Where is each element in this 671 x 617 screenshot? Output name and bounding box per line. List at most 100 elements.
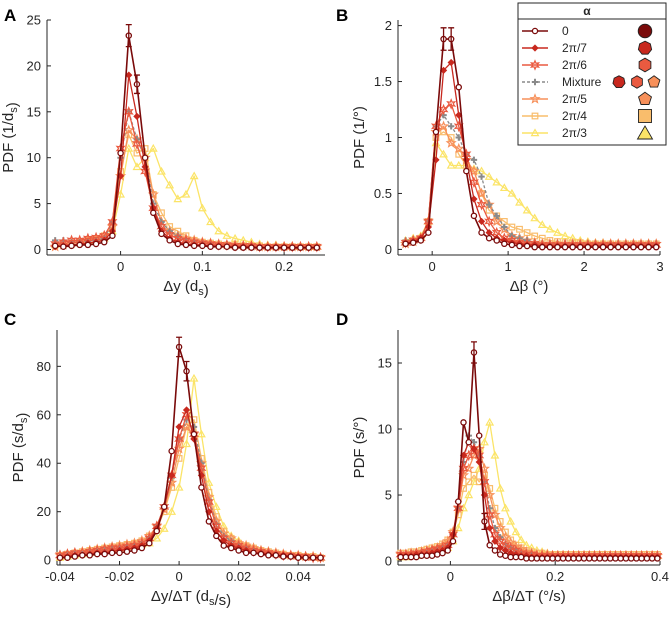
y-tick-label: 10 — [27, 150, 41, 165]
data-point — [545, 224, 555, 233]
data-point — [637, 243, 645, 251]
error-bar — [125, 23, 132, 48]
series-c-square — [56, 416, 324, 562]
data-point — [190, 242, 198, 250]
data-point — [222, 231, 232, 239]
series-b-square — [402, 128, 660, 248]
data-point — [51, 242, 59, 250]
legend-title: α — [583, 4, 591, 18]
data-point — [528, 555, 535, 562]
data-point — [437, 120, 450, 132]
data-point — [100, 238, 108, 246]
data-point — [516, 242, 523, 250]
circle-icon — [637, 23, 653, 39]
data-point — [175, 455, 183, 462]
data-point — [648, 555, 656, 562]
data-point — [479, 476, 490, 488]
x-tick-label: 0 — [447, 569, 454, 584]
panel-letter-a: A — [4, 6, 16, 25]
data-point — [508, 241, 516, 249]
data-point — [507, 553, 514, 561]
data-point — [444, 547, 452, 554]
data-point — [485, 234, 493, 242]
pentagon-icon — [647, 75, 661, 88]
series-b-circle — [402, 35, 660, 251]
series-line — [59, 346, 321, 559]
data-point — [231, 244, 239, 251]
data-point — [235, 547, 242, 554]
x-tick-label: 2 — [580, 259, 587, 274]
series-a-hexagram — [50, 106, 322, 253]
x-axis-title-a: Δy (ds) — [163, 278, 209, 299]
data-point — [570, 555, 577, 562]
x-tick-label: 0.2 — [546, 569, 564, 584]
data-point — [256, 244, 263, 251]
data-point — [182, 439, 191, 448]
data-point — [484, 215, 495, 228]
pentagon-icon — [638, 91, 652, 105]
data-point — [480, 437, 489, 446]
series-line — [59, 418, 321, 559]
data-point — [475, 187, 488, 199]
data-point — [463, 449, 474, 462]
y-tick-label: 0.5 — [374, 186, 392, 201]
data-point — [297, 244, 304, 251]
data-point — [485, 417, 495, 426]
series-line — [400, 448, 658, 557]
data-point — [652, 243, 660, 251]
data-point — [470, 156, 478, 164]
series-line — [400, 448, 658, 557]
data-point — [166, 237, 173, 244]
data-point — [92, 240, 100, 248]
data-point — [494, 522, 506, 533]
data-point — [454, 160, 464, 169]
data-point — [213, 532, 220, 540]
y-tick-label: 15 — [27, 104, 41, 119]
data-point — [478, 229, 485, 236]
data-point — [645, 243, 652, 251]
data-point — [453, 142, 465, 154]
data-point — [189, 171, 199, 180]
data-point — [468, 443, 480, 455]
data-point — [575, 555, 583, 562]
data-point — [501, 240, 508, 248]
data-point — [486, 541, 493, 549]
data-point — [569, 243, 576, 251]
y-tick-label: 0 — [385, 242, 392, 257]
legend-label: 2π/5 — [562, 92, 587, 106]
y-tick-label: 20 — [37, 504, 51, 519]
data-point — [507, 188, 517, 197]
data-point — [496, 544, 504, 552]
data-point — [501, 223, 508, 231]
data-point — [490, 450, 500, 459]
data-point — [206, 217, 215, 226]
data-point — [425, 229, 432, 236]
data-point — [596, 555, 603, 562]
data-point — [242, 549, 250, 557]
data-point — [477, 217, 486, 226]
legend-entry: 0 — [522, 23, 653, 39]
data-point — [423, 552, 431, 560]
series-a-diamond — [51, 71, 321, 252]
data-point — [60, 243, 67, 250]
data-point — [485, 201, 493, 208]
data-point — [68, 242, 75, 250]
data-point — [460, 419, 467, 426]
series-d-circle — [397, 349, 661, 562]
data-point — [523, 555, 530, 562]
data-point — [174, 240, 182, 248]
data-point — [223, 243, 231, 250]
data-point — [153, 527, 161, 535]
y-axis-title-b: PDF (1/°) — [351, 106, 368, 169]
data-point — [502, 552, 509, 560]
data-point — [140, 165, 151, 178]
data-point — [511, 527, 521, 536]
data-point — [491, 547, 499, 554]
series-line — [405, 38, 657, 248]
data-point — [599, 243, 607, 251]
data-point — [643, 555, 651, 562]
x-tick-label: 3 — [656, 259, 663, 274]
data-point — [654, 555, 661, 562]
data-point — [601, 555, 609, 562]
data-point — [617, 555, 624, 562]
